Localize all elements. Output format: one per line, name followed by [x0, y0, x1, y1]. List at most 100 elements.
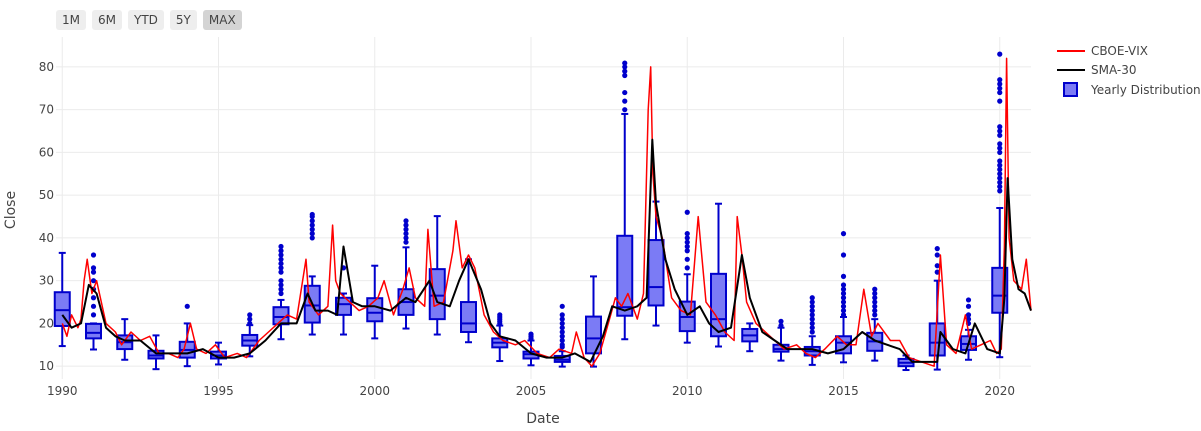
box-iqr [335, 296, 352, 316]
yearly-box-1996[interactable] [241, 312, 259, 358]
x-tick-label: 2005 [516, 384, 547, 398]
outlier-point [809, 303, 815, 309]
range-button-1m[interactable]: 1M [56, 10, 86, 30]
y-tick-label: 40 [39, 231, 54, 245]
legend[interactable]: CBOE-VIX SMA-30 Yearly Distribution [1057, 44, 1201, 97]
x-tick-label: 2010 [672, 384, 703, 398]
yearly-box-2007[interactable] [585, 275, 602, 368]
range-button-ytd[interactable]: YTD [128, 10, 164, 30]
outlier-point [778, 322, 784, 329]
legend-label-sma-30: SMA-30 [1091, 63, 1137, 77]
y-axis-title: Close [3, 191, 19, 229]
y-tick-label: 20 [39, 316, 54, 330]
outlier-point [403, 222, 409, 228]
box-iqr [647, 239, 665, 307]
outlier-point [247, 316, 253, 322]
outlier-point [184, 303, 190, 309]
yearly-box-2015[interactable] [835, 231, 852, 364]
outlier-point [840, 303, 847, 309]
outlier-point [622, 89, 628, 96]
outlier-point [403, 218, 409, 224]
outlier-point [622, 98, 628, 104]
y-tick-label: 50 [39, 188, 54, 202]
outlier-point [840, 273, 847, 279]
outlier-point [997, 166, 1003, 173]
outlier-point [840, 299, 847, 305]
outlier-point [997, 171, 1003, 177]
outlier-point [997, 85, 1003, 91]
outlier-point [278, 248, 284, 254]
box-iqr [85, 322, 102, 340]
yearly-box-2000[interactable] [366, 264, 384, 340]
series-line-cboe-vix [61, 57, 1032, 367]
y-tick-label: 70 [39, 103, 54, 117]
outlier-point [872, 295, 878, 301]
yearly-box-2012[interactable] [741, 322, 759, 353]
outlier-point [309, 218, 315, 224]
yearly-box-1991[interactable] [85, 252, 102, 351]
yearly-box-1990[interactable] [53, 251, 71, 348]
outlier-point [90, 295, 97, 301]
outlier-point [622, 68, 628, 74]
outlier-point [528, 331, 534, 337]
outlier-point [872, 286, 878, 292]
outlier-point [90, 303, 97, 309]
range-button-max[interactable]: MAX [202, 10, 242, 30]
outlier-point [278, 260, 284, 267]
outlier-point [622, 72, 628, 79]
outlier-point [403, 239, 409, 245]
outlier-point [965, 297, 972, 303]
outlier-point [997, 77, 1003, 83]
outlier-point [997, 89, 1003, 96]
outlier-point [840, 252, 847, 258]
x-tick-label: 2000 [359, 384, 390, 398]
outlier-point [278, 269, 284, 275]
outlier-point [559, 333, 565, 339]
outlier-point [809, 316, 815, 322]
outlier-point [934, 269, 940, 275]
outlier-point [684, 243, 690, 250]
yearly-box-2009[interactable] [647, 200, 665, 327]
outlier-point [840, 308, 847, 314]
outlier-point [997, 98, 1003, 104]
yearly-box-2004[interactable] [491, 312, 509, 363]
yearly-box-2014[interactable] [803, 295, 821, 366]
outlier-point [684, 235, 690, 241]
outlier-point [309, 226, 315, 232]
outlier-point [809, 312, 815, 318]
outlier-point [684, 239, 690, 245]
yearly-box-2001[interactable] [397, 218, 415, 330]
y-tick-label: 60 [39, 145, 54, 159]
outlier-point [997, 128, 1003, 134]
yearly-box-2013[interactable] [772, 318, 790, 362]
outlier-point [622, 64, 628, 70]
outlier-point [809, 299, 815, 305]
outlier-point [997, 132, 1003, 138]
outlier-point [559, 312, 565, 318]
box-iqr [366, 297, 384, 323]
outlier-point [559, 325, 565, 331]
outlier-point [278, 290, 284, 297]
outlier-point [965, 303, 972, 309]
outlier-point [90, 265, 97, 271]
outlier-point [90, 312, 97, 318]
outlier-point [934, 246, 940, 252]
yearly-box-2006[interactable] [553, 303, 571, 368]
range-button-5y[interactable]: 5Y [169, 10, 197, 30]
outlier-point [247, 320, 253, 327]
outlier-point [840, 312, 847, 318]
yearly-box-1999[interactable] [335, 265, 352, 336]
range-button-6m[interactable]: 6M [92, 10, 122, 30]
x-tick-label: 1995 [203, 384, 234, 398]
yearly-box-2011[interactable] [710, 202, 727, 348]
outlier-point [997, 184, 1003, 190]
outlier-point [90, 278, 97, 284]
outlier-point [90, 252, 97, 258]
x-tick-label: 1990 [47, 384, 78, 398]
yearly-box-1997[interactable] [272, 243, 290, 341]
outlier-point [278, 252, 284, 258]
outlier-point [997, 158, 1003, 164]
outlier-point [278, 265, 284, 271]
y-tick-label: 30 [39, 274, 54, 288]
outlier-point [840, 286, 847, 292]
